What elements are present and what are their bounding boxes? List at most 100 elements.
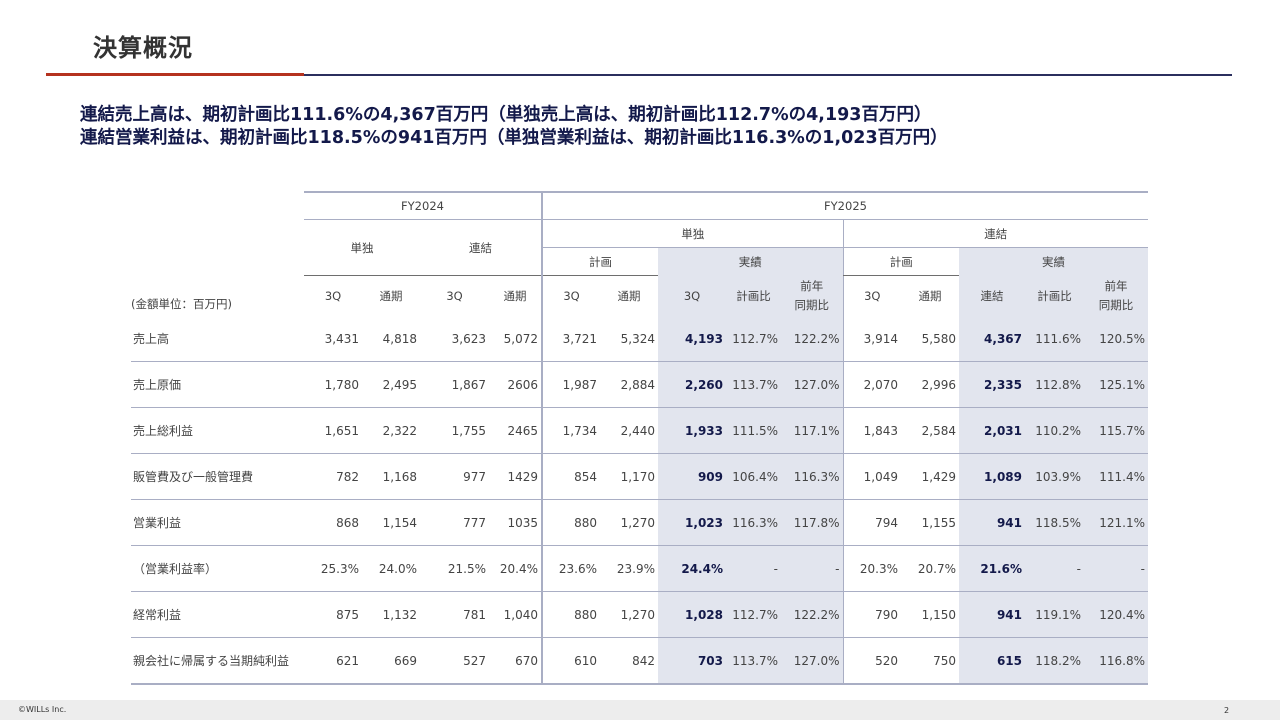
table-row: 売上原価 1,780 2,495 1,867 2606 1,987 2,884 2,260 11… (131, 361, 1148, 408)
cell-standalone-plan-3q: 1,734 (541, 407, 600, 454)
col-consolidated-plan-full-year: 通期 (918, 289, 942, 303)
cell-fy2024-consolidated-3q: 3,623 (420, 316, 489, 362)
cell-consolidated-yoy: 115.7% (1084, 407, 1148, 454)
cell-consolidated-plan-3q: 1,049 (842, 453, 901, 500)
col-standalone-yoy: 前年 同期比 (781, 275, 843, 316)
col-standalone-plan-3q: 3Q (541, 275, 600, 316)
cell-standalone-yoy: 122.2% (781, 316, 843, 362)
summary-line-sales: 連結売上高は、期初計画比111.6%の4,367百万円（単独売上高は、期初計画比… (80, 105, 932, 125)
cell-standalone-plan-3q: 880 (541, 499, 600, 546)
cell-fy2024-consolidated-3q: 777 (420, 499, 489, 546)
copyright: ©WILLs Inc. (18, 705, 67, 714)
cell-consolidated-plan-full-year: 2,584 (901, 407, 959, 454)
row-label: （営業利益率） (131, 545, 304, 592)
col-fy2024-standalone-full-year: 通期 (379, 289, 403, 303)
cell-fy2024-standalone-full-year: 4,818 (362, 316, 420, 362)
cell-fy2024-consolidated-3q: 781 (420, 591, 489, 638)
yoy-label-line1: 前年 (800, 278, 824, 293)
col-standalone-actual-3q: 3Q (658, 275, 726, 316)
cell-standalone-vs-plan: - (726, 545, 781, 592)
cell-consolidated-plan-full-year: 2,996 (901, 361, 959, 408)
cell-consolidated-yoy: 111.4% (1084, 453, 1148, 500)
cell-consolidated-actual: 615 (959, 637, 1025, 685)
title-underline-accent (46, 73, 304, 76)
cell-consolidated-yoy: 121.1% (1084, 499, 1148, 546)
cell-fy2024-standalone-3q: 25.3% (304, 545, 362, 592)
cell-consolidated-plan-3q: 790 (842, 591, 901, 638)
cell-consolidated-vs-plan: 118.5% (1025, 499, 1084, 546)
cell-consolidated-plan-full-year: 1,155 (901, 499, 959, 546)
cell-standalone-yoy: 127.0% (781, 637, 843, 685)
col-fy2024-standalone-3q: 3Q (324, 289, 342, 303)
col-fy2024-consolidated-3q: 3Q (446, 289, 463, 303)
cell-consolidated-yoy: 116.8% (1084, 637, 1148, 685)
cell-standalone-vs-plan: 106.4% (726, 453, 781, 500)
cell-standalone-actual-3q: 1,023 (658, 499, 726, 546)
financial-summary-table: (金額単位：百万円) FY2024 FY2025 単独 連結 単独 連結 計画 … (131, 191, 1148, 685)
cell-consolidated-plan-3q: 794 (842, 499, 901, 546)
cell-standalone-plan-full-year: 5,324 (600, 316, 658, 362)
table-body: 売上高 3,431 4,818 3,623 5,072 3,721 5,324 4,193 11… (131, 316, 1148, 685)
cell-consolidated-yoy: 120.4% (1084, 591, 1148, 638)
row-label: 経常利益 (131, 591, 304, 638)
table-row: 親会社に帰属する当期純利益 621 669 527 670 610 842 703 113.7%… (131, 637, 1148, 685)
cell-consolidated-vs-plan: 103.9% (1025, 453, 1084, 500)
cell-fy2024-standalone-full-year: 1,154 (362, 499, 420, 546)
cell-consolidated-vs-plan: 110.2% (1025, 407, 1084, 454)
header-standalone-actual: 実績 (658, 247, 843, 276)
header-fy2024-consolidated: 連結 (420, 219, 542, 276)
yoy-label-line1: 前年 (1104, 278, 1128, 293)
cell-standalone-actual-3q: 1,028 (658, 591, 726, 638)
cell-standalone-vs-plan: 113.7% (726, 361, 781, 408)
cell-standalone-plan-full-year: 2,440 (600, 407, 658, 454)
table-row: 売上高 3,431 4,818 3,623 5,072 3,721 5,324 4,193 11… (131, 316, 1148, 362)
cell-fy2024-standalone-3q: 875 (304, 591, 362, 638)
cell-consolidated-plan-full-year: 1,150 (901, 591, 959, 638)
table-row: 営業利益 868 1,154 777 1035 880 1,270 1,023 116.3% 11… (131, 499, 1148, 546)
cell-fy2024-consolidated-3q: 1,755 (420, 407, 489, 454)
cell-consolidated-plan-3q: 3,914 (842, 316, 901, 362)
header-row-columns: 3Q 通期 3Q 通期 3Q 通期 3Q 計画比 前年 同期比 3Q 通期 連結 … (131, 275, 1148, 316)
cell-consolidated-plan-3q: 2,070 (842, 361, 901, 408)
page-number: 2 (1224, 706, 1230, 715)
cell-standalone-actual-3q: 2,260 (658, 361, 726, 408)
cell-standalone-plan-full-year: 1,170 (600, 453, 658, 500)
cell-standalone-yoy: 117.1% (781, 407, 843, 454)
cell-consolidated-actual: 1,089 (959, 453, 1025, 500)
cell-consolidated-vs-plan: - (1025, 545, 1084, 592)
header-fy2024-standalone: 単独 (304, 219, 420, 276)
cell-standalone-plan-full-year: 2,884 (600, 361, 658, 408)
cell-fy2024-standalone-3q: 621 (304, 637, 362, 685)
cell-fy2024-consolidated-full-year: 2465 (489, 407, 542, 454)
col-standalone-vs-plan: 計画比 (726, 275, 781, 316)
slide-title: 決算概況 (93, 34, 193, 62)
cell-standalone-plan-3q: 3,721 (541, 316, 600, 362)
table-row: 経常利益 875 1,132 781 1,040 880 1,270 1,028 112.7% 1… (131, 591, 1148, 638)
cell-consolidated-actual: 21.6% (959, 545, 1025, 592)
col-fy2024-consolidated-full-year: 通期 (503, 289, 527, 303)
cell-standalone-plan-3q: 854 (541, 453, 600, 500)
cell-consolidated-actual: 4,367 (959, 316, 1025, 362)
cell-standalone-yoy: 116.3% (781, 453, 843, 500)
col-standalone-plan-full-year: 通期 (617, 289, 641, 303)
cell-standalone-plan-full-year: 842 (600, 637, 658, 685)
header-row-fiscal-year: (金額単位：百万円) FY2024 FY2025 (131, 191, 1148, 311)
cell-standalone-yoy: - (781, 545, 843, 592)
header-fy2024: FY2024 (304, 191, 542, 220)
header-fy2025: FY2025 (541, 191, 1148, 220)
cell-consolidated-plan-full-year: 5,580 (901, 316, 959, 362)
cell-fy2024-standalone-full-year: 24.0% (362, 545, 420, 592)
cell-standalone-yoy: 122.2% (781, 591, 843, 638)
cell-consolidated-plan-3q: 520 (842, 637, 901, 685)
table-row: 販管費及び一般管理費 782 1,168 977 1429 854 1,170 909 106.… (131, 453, 1148, 500)
cell-consolidated-vs-plan: 119.1% (1025, 591, 1084, 638)
cell-consolidated-yoy: 120.5% (1084, 316, 1148, 362)
cell-standalone-vs-plan: 112.7% (726, 591, 781, 638)
header-row-plan-actual: 計画 実績 計画 実績 (131, 247, 1148, 276)
cell-standalone-actual-3q: 1,933 (658, 407, 726, 454)
cell-consolidated-yoy: 125.1% (1084, 361, 1148, 408)
header-fy2025-consolidated: 連結 (842, 219, 1148, 248)
row-label: 販管費及び一般管理費 (131, 453, 304, 500)
cell-consolidated-plan-full-year: 750 (901, 637, 959, 685)
unit-note: (金額単位：百万円) (131, 297, 232, 311)
